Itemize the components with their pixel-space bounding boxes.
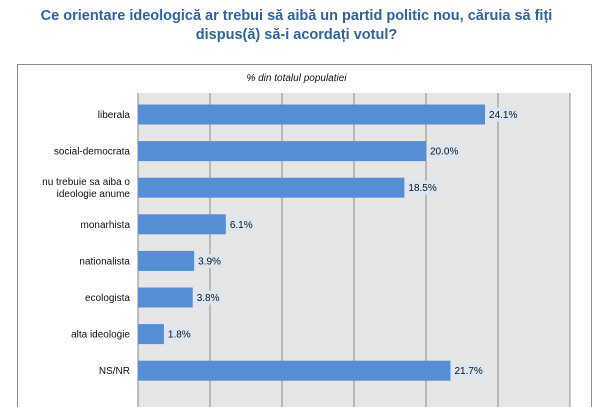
data-label-background xyxy=(226,217,255,232)
chart-title-line-2: dispus(ă) să-i acordați votul? xyxy=(195,27,398,43)
category-label: nationalista xyxy=(79,256,130,267)
data-label-background xyxy=(427,144,460,159)
chart-title: Ce orientare ideologică ar trebui să aib… xyxy=(0,7,593,45)
data-label-background xyxy=(195,253,223,268)
data-label: 24.1% xyxy=(489,110,517,121)
category-label: liberala xyxy=(98,110,131,121)
bar xyxy=(138,250,195,271)
chart-subtitle: % din totalul populatiei xyxy=(246,73,347,84)
data-label-background xyxy=(193,290,221,305)
data-label: 1.8% xyxy=(168,330,191,341)
bar xyxy=(138,324,164,345)
category-label: NS/NR xyxy=(99,366,130,377)
bar xyxy=(138,141,426,162)
category-label: monarhista xyxy=(81,220,131,231)
data-label-background xyxy=(405,180,439,195)
data-label: 18.5% xyxy=(408,183,436,194)
category-label: ecologista xyxy=(85,293,130,304)
data-label: 3.8% xyxy=(197,293,220,304)
category-label: social-democrata xyxy=(54,147,131,158)
chart-title-line-1: Ce orientare ideologică ar trebui să aib… xyxy=(40,8,553,24)
data-label-background xyxy=(451,363,485,378)
data-label-background xyxy=(164,327,193,342)
data-label: 6.1% xyxy=(230,220,253,231)
data-label: 20.0% xyxy=(430,147,458,158)
bar xyxy=(138,177,405,198)
bar xyxy=(138,287,193,308)
bar xyxy=(138,214,226,235)
data-label: 21.7% xyxy=(454,366,482,377)
bar xyxy=(138,104,486,125)
data-label: 3.9% xyxy=(198,256,221,267)
category-label: alta ideologie xyxy=(71,330,130,341)
bar xyxy=(138,360,451,381)
data-label-background xyxy=(486,107,520,122)
category-label: nu trebuie sa aiba o ideologie anume xyxy=(42,177,130,200)
